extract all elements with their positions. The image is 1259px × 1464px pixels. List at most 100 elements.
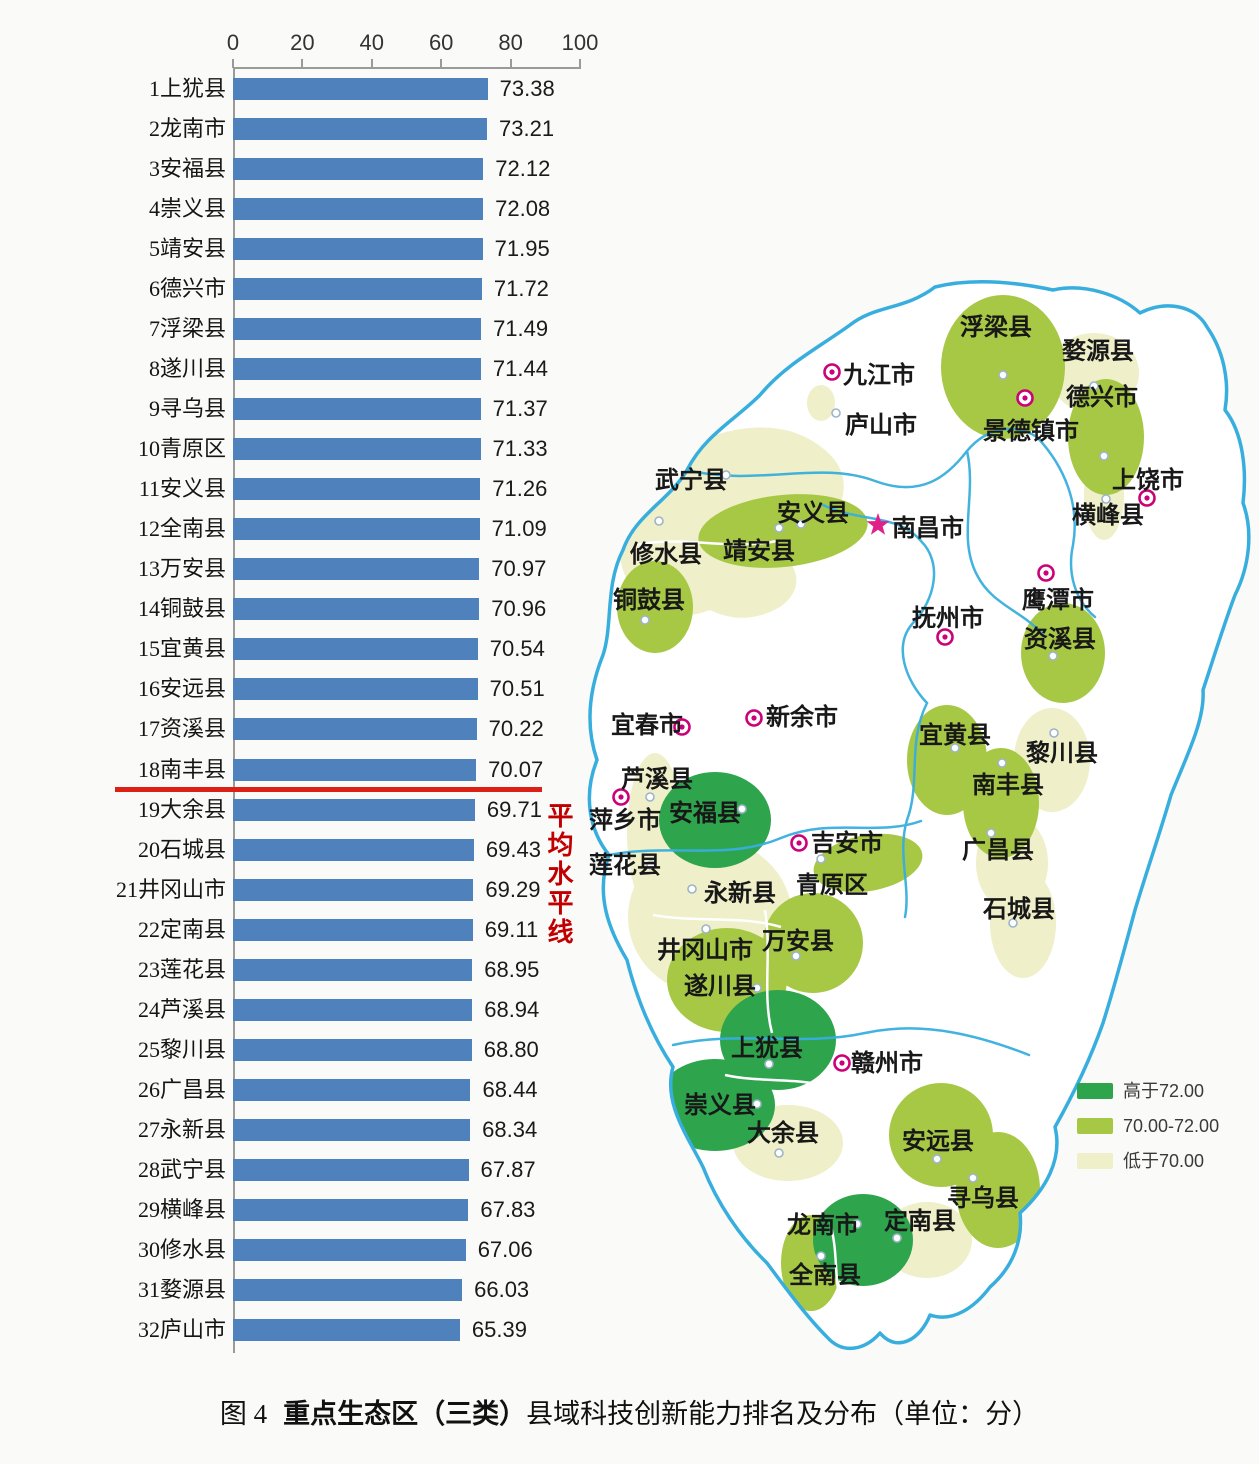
bar-category-label: 7浮梁县 xyxy=(148,316,226,342)
bar xyxy=(233,558,480,581)
county-dot-icon xyxy=(737,804,747,814)
bar xyxy=(233,838,474,861)
bar xyxy=(233,758,477,781)
bar-category-label: 23莲花县 xyxy=(137,956,226,982)
bar-value: 65.39 xyxy=(471,1316,527,1342)
map-label: 寻乌县 xyxy=(947,1184,1019,1212)
bar xyxy=(233,518,480,541)
map-label: 宜春市 xyxy=(611,711,683,739)
caption-bold: 重点生态区（三类） xyxy=(283,1399,527,1429)
bar xyxy=(233,398,481,421)
map-region-qingyuan xyxy=(813,833,923,893)
bar-value: 67.87 xyxy=(480,1156,536,1182)
county-dot-icon xyxy=(1101,494,1111,504)
map-label: 庐山市 xyxy=(845,411,917,439)
county-dot-icon xyxy=(646,860,656,870)
bar xyxy=(233,958,473,981)
map-label: 遂川县 xyxy=(684,972,756,1000)
bar-category-label: 3安福县 xyxy=(148,156,226,182)
map-region-tonggu xyxy=(617,561,693,653)
bar-value: 71.26 xyxy=(492,476,548,502)
city-marker-dot-icon xyxy=(1022,395,1028,401)
county-dot-icon xyxy=(932,1154,942,1164)
x-axis-tick xyxy=(579,59,581,68)
map-label: 浮梁县 xyxy=(960,313,1032,341)
legend-swatch xyxy=(1077,1118,1113,1134)
bar-value: 72.08 xyxy=(495,196,551,222)
map-region-nanfeng xyxy=(963,748,1039,858)
county-dot-icon xyxy=(1008,918,1018,928)
bar xyxy=(233,1198,469,1221)
legend-label: 70.00-72.00 xyxy=(1123,1116,1219,1136)
average-line-label: 平均水平线 xyxy=(544,802,573,947)
bar-value: 71.09 xyxy=(491,516,547,542)
bar-category-label: 32庐山市 xyxy=(137,1316,226,1342)
bar-category-label: 13万安县 xyxy=(137,556,226,582)
bar-value: 69.71 xyxy=(486,796,542,822)
county-dot-icon xyxy=(892,1233,902,1243)
county-dot-icon xyxy=(640,615,650,625)
bar-value: 66.03 xyxy=(474,1276,530,1302)
bar xyxy=(233,1158,469,1181)
x-axis-tick-label: 40 xyxy=(359,30,385,55)
map-label: 景德镇市 xyxy=(983,417,1079,445)
bar-category-label: 27永新县 xyxy=(137,1116,226,1142)
city-borders xyxy=(607,427,1097,1057)
map-label: 安远县 xyxy=(902,1127,974,1155)
bar-category-label: 30修水县 xyxy=(137,1236,226,1262)
bar-category-label: 2龙南市 xyxy=(148,116,226,142)
map-label: 鹰潭市 xyxy=(1022,586,1094,614)
bar-value: 71.37 xyxy=(492,396,548,422)
map-label: 萍乡市 xyxy=(589,806,661,834)
map-region-longnan xyxy=(813,1194,913,1286)
county-dot-icon xyxy=(774,1148,784,1158)
bar-category-label: 29横峰县 xyxy=(137,1196,226,1222)
bar-category-label: 26广昌县 xyxy=(137,1076,226,1102)
bar-category-label: 8遂川县 xyxy=(148,356,226,382)
county-dot-icon xyxy=(986,828,996,838)
bar-value: 71.33 xyxy=(492,436,548,462)
map-label: 石城县 xyxy=(982,895,1055,923)
bar-category-label: 16安远县 xyxy=(137,676,226,702)
map-label: 南昌市 xyxy=(892,514,964,542)
map-legend: 高于72.00 70.00-72.00 低于70.00 xyxy=(1077,1081,1219,1171)
county-dot-icon xyxy=(1049,728,1059,738)
x-axis-tick xyxy=(509,59,512,68)
bar xyxy=(233,878,474,901)
x-axis-tick xyxy=(301,59,304,68)
bar-category-label: 5靖安县 xyxy=(148,236,226,262)
bar-value: 70.54 xyxy=(489,636,545,662)
bar-value: 71.95 xyxy=(494,236,550,262)
map-region-shicheng xyxy=(990,868,1056,978)
county-dot-icon xyxy=(1048,651,1058,661)
x-axis-tick xyxy=(440,59,443,68)
bar-value: 68.44 xyxy=(482,1076,538,1102)
bar-category-label: 18南丰县 xyxy=(137,756,226,782)
map-label: 万安县 xyxy=(762,927,834,955)
x-axis-line xyxy=(233,67,581,69)
bar-value: 71.44 xyxy=(492,356,548,382)
map-label: 南丰县 xyxy=(972,772,1044,799)
map-label: 广昌县 xyxy=(962,836,1034,864)
bar-value: 69.43 xyxy=(485,836,541,862)
county-dot-icon xyxy=(968,1173,978,1183)
bar-category-label: 31婺源县 xyxy=(137,1276,226,1302)
x-axis-tick-label: 60 xyxy=(428,30,454,55)
county-separators xyxy=(634,539,843,1304)
caption-prefix: 图 4 xyxy=(219,1399,268,1429)
bar-category-label: 19大余县 xyxy=(137,796,226,822)
map-label: 吉安市 xyxy=(811,829,883,857)
map-label: 全南县 xyxy=(788,1261,861,1289)
bar-value: 68.94 xyxy=(484,996,540,1022)
county-dot-icon xyxy=(654,516,664,526)
bar xyxy=(233,1278,463,1301)
county-dot-icon xyxy=(816,854,826,864)
bar xyxy=(233,1038,472,1061)
caption-rest: 县域科技创新能力排名及分布（单位：分） xyxy=(526,1399,1040,1429)
bar-category-label: 17资溪县 xyxy=(137,716,226,742)
bar-value: 70.07 xyxy=(488,756,544,782)
city-marker-dot-icon xyxy=(751,715,757,721)
map-region-lushan xyxy=(807,385,835,421)
average-line xyxy=(115,787,542,792)
